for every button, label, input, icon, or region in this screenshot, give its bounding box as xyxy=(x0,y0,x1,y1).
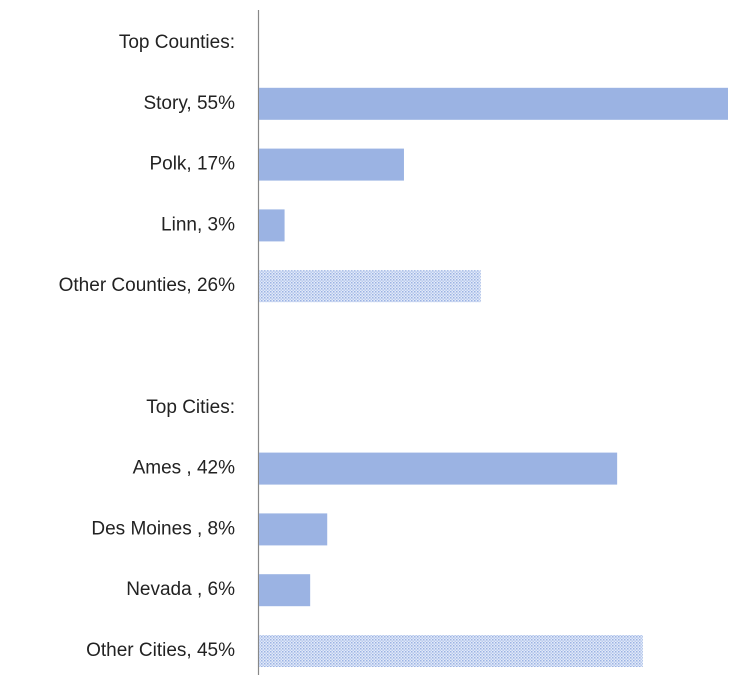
category-label: Des Moines , 8% xyxy=(91,518,235,539)
bar xyxy=(259,513,328,546)
bar xyxy=(259,635,643,667)
category-label: Linn, 3% xyxy=(161,214,235,235)
category-label: Story, 55% xyxy=(143,93,235,114)
category-label: Other Counties, 26% xyxy=(59,275,235,296)
bar xyxy=(259,452,618,485)
category-label: Polk, 17% xyxy=(149,154,235,175)
bar xyxy=(259,270,481,303)
bar xyxy=(259,574,311,607)
bar xyxy=(259,87,728,120)
category-label: Top Counties: xyxy=(119,32,235,53)
category-label: Nevada , 6% xyxy=(126,579,235,600)
bar xyxy=(259,209,285,242)
category-label: Top Cities: xyxy=(146,397,235,418)
category-label: Other Cities, 45% xyxy=(86,640,235,661)
bar xyxy=(259,148,404,181)
category-label: Ames , 42% xyxy=(133,458,236,479)
